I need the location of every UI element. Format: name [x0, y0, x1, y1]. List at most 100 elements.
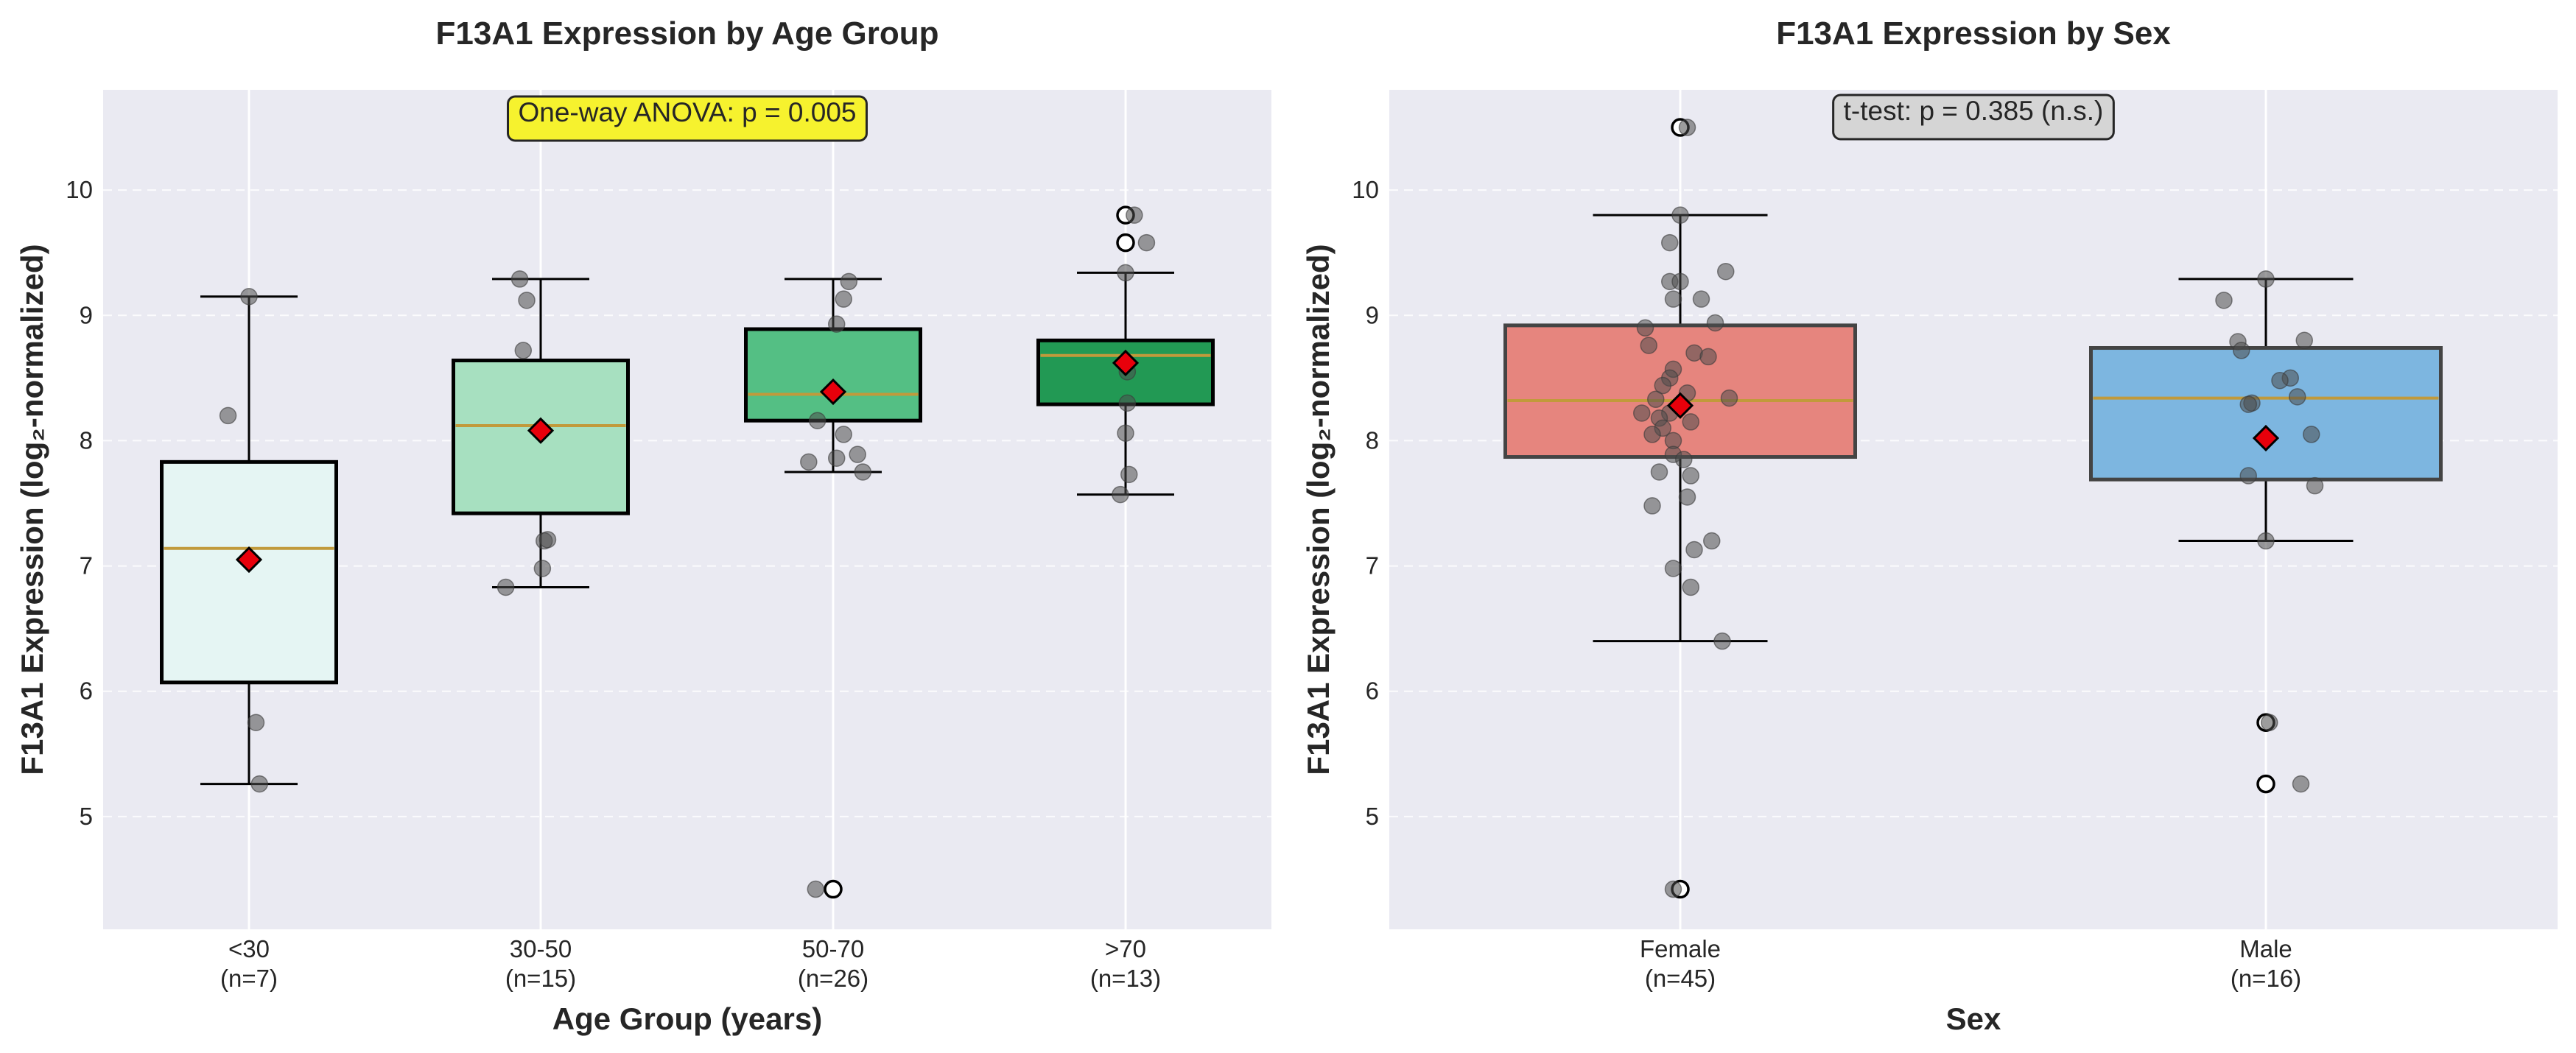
data-point: [1682, 578, 1699, 596]
x-tick-count: (n=45): [1645, 965, 1716, 992]
box-group: [1503, 118, 1857, 899]
data-point: [1650, 463, 1668, 481]
anova-annotation: One-way ANOVA: p = 0.005: [507, 95, 868, 142]
mean-marker: [527, 417, 555, 444]
data-point: [1664, 880, 1682, 898]
data-point: [496, 578, 515, 596]
x-tick-label: <30: [228, 935, 270, 962]
y-tick-label: 8: [1366, 426, 1379, 454]
box-plots: [160, 111, 1215, 899]
data-point: [2261, 714, 2278, 732]
outlier-point: [824, 879, 843, 899]
data-point: [510, 270, 529, 288]
data-point: [2289, 388, 2306, 406]
x-tick-count: (n=15): [505, 965, 576, 992]
data-point: [247, 714, 265, 732]
data-point: [1713, 632, 1731, 650]
data-point: [1126, 206, 1143, 224]
mean-marker: [1666, 392, 1694, 419]
y-tick-labels: 5 6 7 8 9 10: [1352, 176, 1379, 830]
data-point: [2215, 292, 2233, 309]
data-point: [219, 406, 237, 425]
data-point: [827, 449, 846, 467]
y-tick-label: 7: [1366, 552, 1379, 580]
data-point: [2295, 331, 2313, 350]
mean-marker: [2252, 424, 2280, 452]
data-point: [849, 446, 866, 463]
box-group: [744, 111, 922, 899]
data-point: [800, 453, 818, 471]
data-point: [2233, 342, 2250, 359]
y-tick-label: 5: [80, 803, 93, 830]
annotation-text: t-test: p = 0.385 (n.s.): [1844, 96, 2104, 126]
data-point: [854, 463, 872, 481]
sex-panel: 5 6 7 8 9 10 Female (n=45) Male (n=16) t-test: p…: [1301, 15, 2558, 1036]
y-tick-label: 7: [80, 552, 93, 580]
data-point: [1703, 532, 1721, 550]
chart-title: F13A1 Expression by Sex: [1776, 15, 2171, 52]
x-tick-label: >70: [1105, 935, 1146, 962]
iqr-box: [2089, 346, 2443, 482]
x-tick-label: 30-50: [510, 935, 572, 962]
y-tick-label: 6: [1366, 677, 1379, 705]
box-plots: [1503, 118, 2443, 899]
data-point: [2239, 467, 2257, 485]
data-point: [1137, 233, 1156, 252]
y-tick-labels: 5 6 7 8 9 10: [66, 176, 93, 830]
data-point: [1671, 206, 1689, 224]
data-point: [1678, 488, 1696, 506]
x-tick-count: (n=7): [220, 965, 278, 992]
x-tick-count: (n=26): [798, 965, 868, 992]
y-tick-label: 9: [1366, 301, 1379, 328]
x-axis-label: Sex: [1946, 1001, 2001, 1036]
data-point: [1678, 119, 1696, 136]
x-tick-labels: Female (n=45) Male (n=16): [1640, 935, 2301, 992]
mean-marker: [235, 546, 263, 574]
data-point: [2257, 270, 2275, 288]
box-group: [2089, 270, 2443, 794]
iqr-box: [744, 327, 922, 423]
data-point: [538, 531, 557, 549]
data-point: [1682, 413, 1699, 431]
data-point: [827, 315, 846, 333]
data-point: [840, 272, 858, 291]
data-point: [2303, 426, 2320, 443]
data-point: [1643, 426, 1661, 443]
x-tick-labels: <30 (n=7) 30-50 (n=15) 50-70 (n=26) >70 (n=13): [220, 935, 1161, 992]
data-point: [835, 290, 852, 308]
data-point: [1661, 233, 1679, 252]
data-point: [1720, 389, 1738, 407]
y-tick-label: 10: [66, 176, 93, 203]
x-tick-count: (n=16): [2231, 965, 2301, 992]
y-tick-label: 6: [80, 677, 93, 705]
mean-marker: [819, 378, 847, 406]
annotation-box: [1832, 94, 2115, 141]
outlier-point: [1116, 233, 1135, 253]
data-point: [1117, 424, 1134, 442]
x-axis-label: Age Group (years): [552, 1001, 822, 1036]
age-group-panel: 5 6 7 8 9 10 <30 (n=7) 30-50 (n=15) 50-70 (n=26) >7…: [15, 15, 1271, 1036]
data-point: [240, 287, 258, 306]
data-point: [2257, 532, 2275, 550]
y-axis-label: F13A1 Expression (log₂-normalized): [1301, 244, 1336, 775]
box-group: [1036, 205, 1215, 504]
data-point: [1675, 451, 1693, 468]
ttest-annotation: t-test: p = 0.385 (n.s.): [1832, 94, 2115, 141]
mean-marker: [1112, 349, 1140, 377]
data-point: [518, 292, 536, 309]
data-point: [1692, 290, 1710, 308]
data-point: [1112, 485, 1129, 504]
box-group: [452, 270, 630, 596]
y-tick-label: 10: [1352, 176, 1379, 203]
data-point: [1706, 314, 1724, 332]
x-tick-count: (n=13): [1090, 965, 1161, 992]
data-point: [2306, 476, 2324, 495]
data-point: [1633, 404, 1651, 422]
data-point: [1120, 465, 1138, 484]
x-tick-label: Female: [1640, 935, 1721, 962]
data-point: [2292, 775, 2310, 793]
outlier-point: [2256, 774, 2275, 794]
data-point: [808, 412, 827, 429]
data-point: [1717, 262, 1735, 281]
